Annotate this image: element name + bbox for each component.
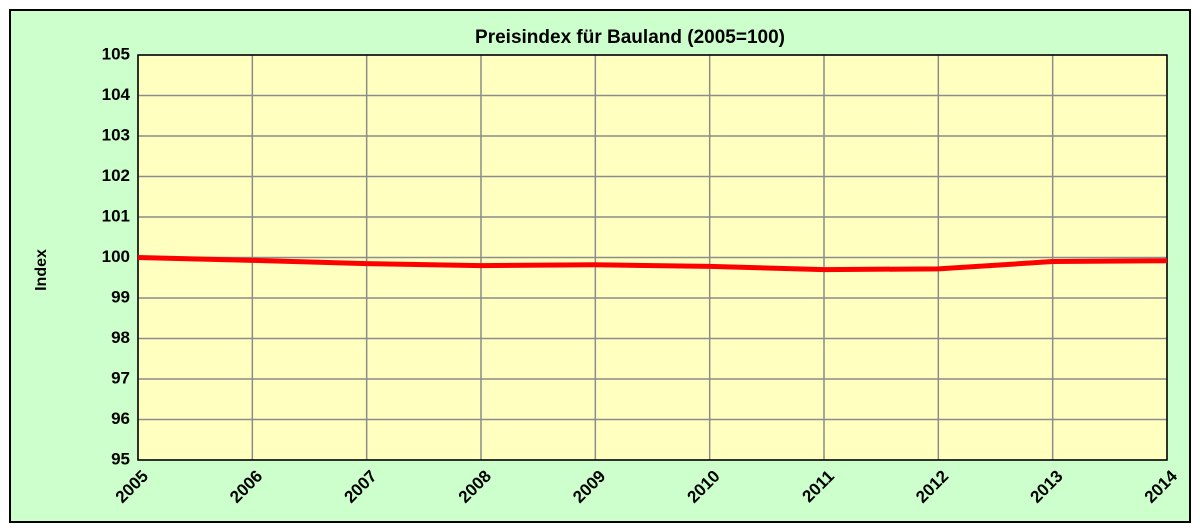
chart-title: Preisindex für Bauland (2005=100) (475, 27, 785, 48)
y-tick-label: 105 (102, 44, 130, 63)
y-axis-label: Index (33, 249, 50, 291)
y-tick-label: 98 (111, 328, 130, 347)
y-tick-label: 104 (102, 85, 131, 104)
y-tick-label: 95 (111, 449, 130, 468)
y-tick-label: 99 (111, 287, 130, 306)
y-tick-label: 101 (102, 206, 130, 225)
y-tick-label: 100 (102, 247, 130, 266)
line-series (137, 255, 1168, 273)
y-tick-label: 102 (102, 166, 130, 185)
y-tick-label: 103 (102, 125, 130, 144)
y-tick-label: 97 (111, 368, 130, 387)
y-tick-label: 96 (111, 409, 130, 428)
